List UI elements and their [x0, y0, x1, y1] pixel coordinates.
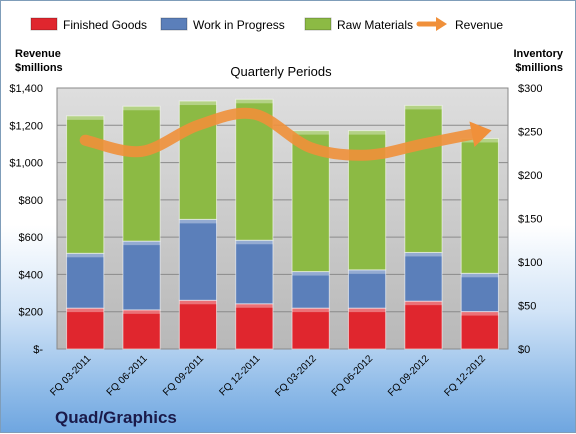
bar-segment: [66, 307, 105, 350]
y-axis-left-title: Revenue $millions: [15, 48, 63, 74]
legend-label: Work in Progress: [193, 18, 285, 32]
chart-title: Quarterly Periods: [230, 64, 332, 79]
x-tick-label: FQ 03-2011: [48, 353, 93, 398]
bar-segment-highlight: [179, 300, 217, 305]
x-tick-label: FQ 06-2011: [105, 353, 150, 398]
bar-segment-highlight: [235, 99, 273, 104]
bar-segment-highlight: [235, 303, 273, 308]
bar-segment: [347, 269, 387, 309]
bar-segment-highlight: [404, 301, 443, 306]
y-right-tick-label: $250: [518, 127, 542, 139]
legend-swatch: [30, 17, 58, 31]
bar-segment-highlight: [122, 106, 161, 111]
bar-segment: [66, 252, 105, 309]
bar-segment-highlight: [66, 115, 104, 120]
bar-segment-highlight: [292, 130, 330, 135]
bar-segment: [178, 218, 218, 301]
bar-segment: [460, 272, 499, 313]
y-left-tick-label: $1,000: [9, 158, 43, 170]
legend-label: Finished Goods: [63, 18, 147, 32]
y-left-tick-label: $600: [19, 232, 43, 244]
bar-segment: [291, 271, 330, 309]
y-left-tick-label: $1,200: [9, 120, 43, 132]
revenue-line: [79, 107, 486, 161]
y-right-tick-label: $300: [518, 83, 542, 95]
x-tick-label: FQ 03-2012: [273, 353, 319, 399]
bar-segment: [347, 307, 387, 350]
y-right-tick-label: $100: [518, 257, 542, 269]
bar-segment-highlight: [348, 308, 386, 313]
bar-segment-highlight: [66, 308, 104, 313]
bar-segment-highlight: [348, 269, 386, 274]
bar-segment: [235, 303, 274, 350]
legend-swatch: [304, 17, 332, 31]
legend-label: Raw Materials: [337, 18, 413, 32]
legend-swatch: [160, 17, 188, 31]
y-left-tick-label: $-: [33, 344, 43, 356]
x-tick-label: FQ 06-2012: [330, 353, 376, 399]
bar-segment: [404, 300, 443, 350]
y-left-tick-label: $400: [19, 269, 43, 281]
y-left-tick-label: $1,400: [9, 83, 43, 95]
brand-label: Quad/Graphics: [55, 408, 177, 427]
bar-segment-highlight: [348, 130, 386, 135]
y-right-tick-label: $200: [518, 170, 542, 182]
revenue-line-group: [79, 107, 492, 161]
bar-segment: [460, 137, 499, 274]
bar-segment: [404, 251, 443, 302]
x-tick-label: FQ 09-2011: [161, 353, 206, 398]
bar-segment: [122, 105, 161, 242]
bar-segment: [291, 307, 330, 350]
legend: Finished Goods Work in Progress Raw Materi…: [30, 17, 503, 32]
bar-segment: [235, 239, 274, 305]
bar-segment-highlight: [461, 273, 499, 278]
bar-segment-highlight: [292, 308, 330, 313]
bar-segment: [404, 104, 443, 253]
y-left-tick-label: $200: [19, 307, 43, 319]
legend-arrow-swatch: [436, 17, 447, 31]
bar-segment-highlight: [235, 240, 273, 245]
y-right-tick-label: $50: [518, 301, 536, 313]
x-tick-label: FQ 09-2012: [386, 353, 432, 399]
bar-segment-highlight: [461, 311, 499, 316]
bar-segment: [460, 311, 499, 350]
bar-segment-highlight: [122, 241, 161, 246]
bar-segment: [178, 299, 218, 350]
bar-segment-highlight: [292, 271, 330, 276]
bar-segment: [122, 240, 161, 311]
x-tick-label: FQ 12-2012: [442, 353, 488, 399]
bar-segment-highlight: [179, 101, 217, 106]
y-axis-right-title: Inventory $millions: [513, 48, 563, 74]
y-left-tick-label: $800: [19, 195, 43, 207]
y-right-tick-label: $0: [518, 344, 530, 356]
y-right-tick-label: $150: [518, 214, 542, 226]
legend-label: Revenue: [455, 18, 503, 32]
bar-segment-highlight: [66, 253, 104, 258]
bar-segment: [122, 309, 161, 350]
bar-segment-highlight: [122, 309, 161, 314]
bar-segment-highlight: [404, 252, 443, 257]
bar-segment-highlight: [179, 219, 217, 224]
revenue-arrowhead: [469, 121, 492, 148]
x-tick-label: FQ 12-2011: [217, 353, 262, 398]
bar-segment-highlight: [404, 105, 443, 110]
